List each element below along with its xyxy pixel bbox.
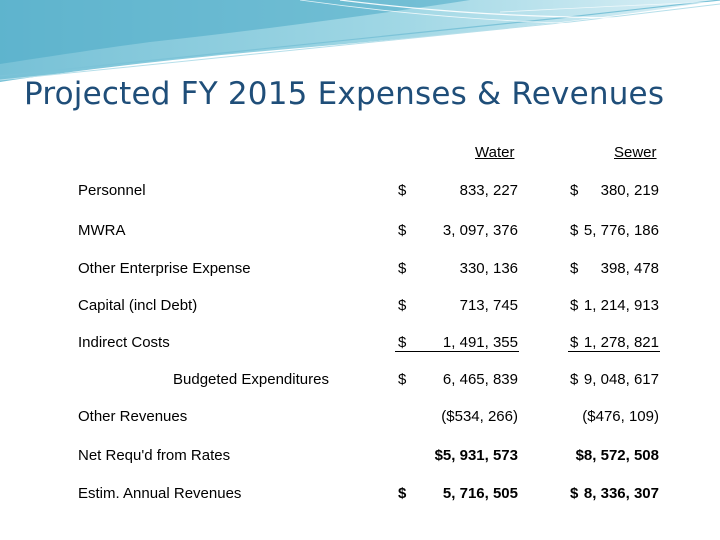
sewer-value: 398, 478	[600, 260, 659, 277]
water-value: $5, 931, 573	[434, 447, 518, 464]
sewer-value: 8, 336, 307	[583, 485, 659, 502]
row-label-capital: Capital (incl Debt)	[78, 297, 198, 314]
water-dollar-sign: $	[398, 260, 407, 277]
sewer-subtotal-underline	[568, 351, 660, 352]
sewer-value: 380, 219	[600, 182, 659, 199]
column-header-sewer: Sewer	[614, 144, 657, 161]
sewer-dollar-sign: $	[570, 260, 579, 277]
sewer-dollar-sign: $	[570, 485, 579, 502]
decorative-header-banner	[0, 0, 720, 82]
row-label-indirect-costs: Indirect Costs	[78, 334, 170, 351]
sewer-dollar-sign: $	[570, 371, 579, 388]
water-value: 713, 745	[459, 297, 518, 314]
water-value: 833, 227	[459, 182, 518, 199]
water-dollar-sign: $	[398, 334, 407, 351]
sewer-value: $8, 572, 508	[575, 447, 659, 464]
sewer-dollar-sign: $	[570, 297, 579, 314]
water-value: 1, 491, 355	[442, 334, 518, 351]
sewer-value: 9, 048, 617	[583, 371, 659, 388]
water-dollar-sign: $	[398, 371, 407, 388]
sewer-value: 1, 214, 913	[583, 297, 659, 314]
water-dollar-sign: $	[398, 222, 407, 239]
water-subtotal-underline	[395, 351, 519, 352]
water-value: 6, 465, 839	[442, 371, 518, 388]
row-label-estimated-annual-revenues: Estim. Annual Revenues	[78, 485, 242, 502]
sewer-value: 1, 278, 821	[583, 334, 659, 351]
water-value: 5, 716, 505	[442, 485, 518, 502]
row-label-other-revenues: Other Revenues	[78, 408, 188, 425]
sewer-dollar-sign: $	[570, 182, 579, 199]
row-label-personnel: Personnel	[78, 182, 146, 199]
sewer-dollar-sign: $	[570, 222, 579, 239]
water-value: ($534, 266)	[441, 408, 518, 425]
water-value: 3, 097, 376	[442, 222, 518, 239]
sewer-dollar-sign: $	[570, 334, 579, 351]
water-dollar-sign: $	[398, 485, 407, 502]
row-label-other-enterprise-expense: Other Enterprise Expense	[78, 260, 251, 277]
row-label-net-required-from-rates: Net Requ'd from Rates	[78, 447, 231, 464]
slide-title: Projected FY 2015 Expenses & Revenues	[24, 76, 665, 112]
row-label-budgeted-expenditures: Budgeted Expenditures	[173, 371, 329, 388]
sewer-value: 5, 776, 186	[583, 222, 659, 239]
row-label-mwra: MWRA	[78, 222, 126, 239]
water-value: 330, 136	[459, 260, 518, 277]
sewer-value: ($476, 109)	[582, 408, 659, 425]
water-dollar-sign: $	[398, 182, 407, 199]
column-header-water: Water	[475, 144, 515, 161]
water-dollar-sign: $	[398, 297, 407, 314]
